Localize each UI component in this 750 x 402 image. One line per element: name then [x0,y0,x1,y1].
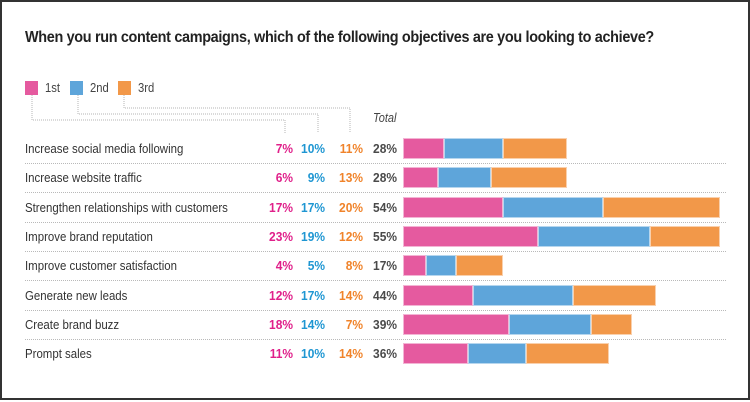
bar-segment-3rd [602,196,721,218]
data-label-1st: 17% [269,199,293,215]
legend-swatch-2nd [70,81,83,95]
bar-segment-2nd [508,313,591,335]
bar-segment-3rd [455,255,503,277]
bar-segment-1st [403,313,509,335]
bar-segment-2nd [444,138,503,159]
stacked-bar [403,138,733,159]
bar-segment-2nd [502,196,603,218]
legend-swatch-1st [25,81,38,95]
chart-row: Prompt sales 11% 10% 14% 36% [25,340,726,369]
legend-label-3rd: 3rd [138,81,155,95]
data-label-2nd: 17% [301,199,325,215]
category-label: Generate new leads [25,287,128,303]
chart-row: Increase website traffic 6% 9% 13% 28% [25,164,726,194]
total-label: 28% [373,170,397,186]
data-label-2nd: 19% [301,228,325,244]
bar-segment-1st [403,167,439,189]
bar-segment-1st [403,255,427,277]
total-label: 55% [373,228,397,244]
data-label-1st: 23% [269,228,293,244]
stacked-bar [403,255,733,277]
chart-row: Improve brand reputation 23% 19% 12% 55% [25,223,726,252]
row-divider [25,250,726,252]
category-label: Prompt sales [25,346,92,362]
data-label-3rd: 14% [339,346,363,362]
total-column-header: Total [373,111,397,125]
data-label-3rd: 14% [339,287,363,303]
category-label: Increase website traffic [25,170,142,186]
data-label-2nd: 10% [301,346,325,362]
bar-segment-3rd [649,225,721,247]
data-label-1st: 4% [275,258,293,274]
data-label-1st: 18% [269,316,293,332]
data-label-1st: 7% [275,141,293,156]
category-label: Create brand buzz [25,316,120,332]
bar-segment-2nd [538,225,650,247]
bar-segment-3rd [573,284,656,306]
bar-segment-2nd [426,255,456,277]
data-label-3rd: 20% [339,199,363,215]
total-label: 36% [373,346,397,362]
connector-1st [31,95,286,133]
bar-segment-3rd [590,313,633,335]
data-label-2nd: 9% [307,170,325,186]
total-label: 28% [373,141,397,156]
legend-label-2nd: 2nd [90,81,109,95]
chart-title: When you run content campaigns, which of… [25,29,654,46]
row-divider [25,309,726,311]
chart-row: Generate new leads 12% 17% 14% 44% [25,282,726,311]
stacked-bar [403,313,733,335]
total-label: 39% [373,316,397,332]
category-label: Improve customer satisfaction [25,258,177,274]
data-label-1st: 6% [275,170,293,186]
category-label: Increase social media following [25,141,184,156]
row-divider [25,221,726,223]
bar-segment-2nd [467,343,527,365]
data-label-3rd: 13% [339,170,363,186]
legend-label-1st: 1st [45,81,61,95]
chart-row: Strengthen relationships with customers 1… [25,194,726,223]
data-label-3rd: 7% [345,316,363,332]
bar-segment-1st [403,284,474,306]
total-label: 54% [373,199,397,215]
row-divider [25,192,726,194]
chart-row: Increase social media following 7% 10% 11% 2… [25,135,726,164]
data-label-3rd: 12% [339,228,363,244]
stacked-bar [403,196,733,218]
row-divider [25,338,726,340]
connector-3rd [123,95,351,133]
stacked-bar [403,284,733,306]
data-label-2nd: 17% [301,287,325,303]
data-label-2nd: 10% [301,141,325,156]
row-divider [25,163,726,164]
bar-segment-2nd [473,284,574,306]
bar-segment-3rd [502,138,568,159]
category-label: Improve brand reputation [25,228,153,244]
data-label-3rd: 8% [345,258,363,274]
stacked-bar [403,167,733,189]
connector-2nd [77,95,319,133]
data-label-3rd: 11% [339,141,363,156]
row-divider [25,280,726,282]
legend-swatch-3rd [118,81,131,95]
total-label: 44% [373,287,397,303]
stacked-bar [403,343,733,365]
bar-segment-1st [403,343,468,365]
bar-segment-2nd [438,167,492,189]
chart-row: Improve customer satisfaction 4% 5% 8% 17% [25,252,726,282]
total-label: 17% [373,258,397,274]
category-label: Strengthen relationships with customers [25,199,228,215]
bar-segment-1st [403,138,445,159]
data-label-1st: 12% [269,287,293,303]
data-label-2nd: 14% [301,316,325,332]
bar-segment-3rd [491,167,568,189]
data-label-2nd: 5% [307,258,325,274]
stacked-bar [403,225,733,247]
bar-segment-1st [403,225,539,247]
bar-segment-3rd [526,343,609,365]
chart-row: Create brand buzz 18% 14% 7% 39% [25,311,726,340]
data-label-1st: 11% [269,346,293,362]
bar-segment-1st [403,196,503,218]
